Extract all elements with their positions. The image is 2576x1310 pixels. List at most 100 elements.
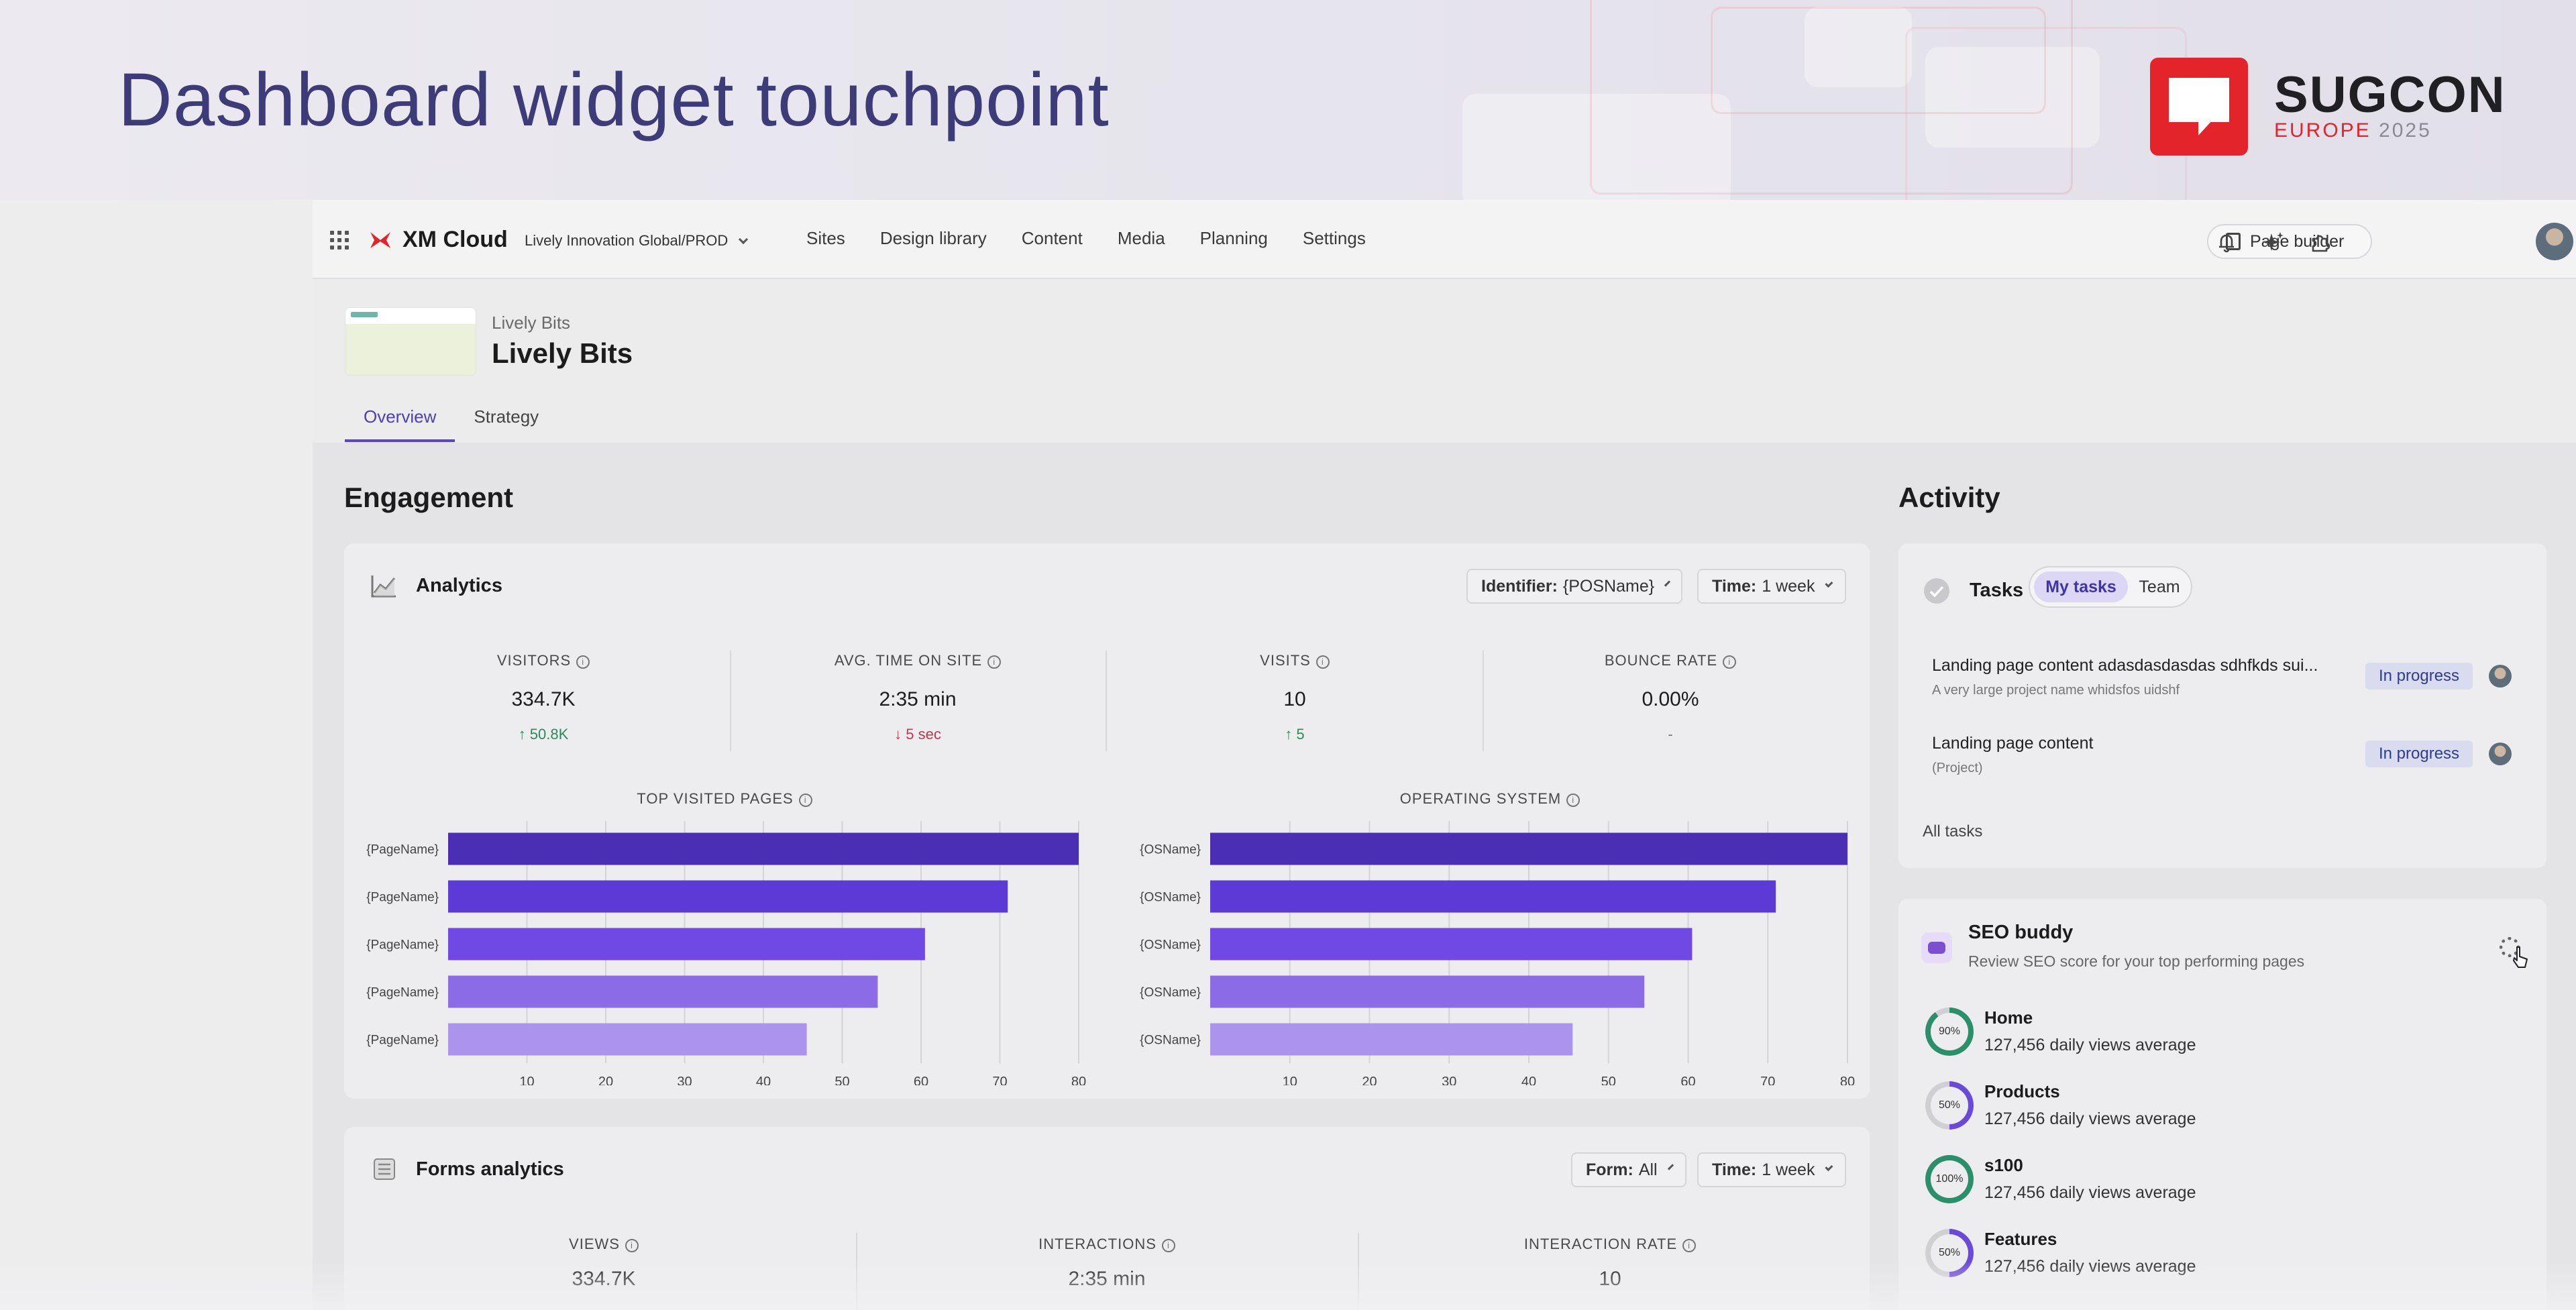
metric-bounce-rate: BOUNCE RATE i 0.00% - (1503, 652, 1838, 743)
divider (856, 1233, 857, 1310)
bell-icon[interactable] (2215, 231, 2238, 254)
slide-header: Dashboard widget touchpoint SUGCON EUROP… (0, 0, 2576, 200)
my-tasks-toggle[interactable]: My tasks (2034, 571, 2128, 602)
seo-buddy-subtitle: Review SEO score for your top performing… (1968, 952, 2305, 970)
metric-interaction-rate: INTERACTION RATE i 10 (1382, 1236, 1838, 1291)
x-tick-label: 10 (1283, 1075, 1297, 1085)
time-select[interactable]: Time: 1 week (1697, 569, 1846, 604)
info-icon[interactable]: i (798, 794, 812, 807)
list-icon (374, 1158, 395, 1180)
bar (448, 832, 1079, 865)
decoration (1905, 27, 2187, 200)
category-label: {OSName} (1140, 938, 1201, 952)
bar (1210, 832, 1847, 865)
x-tick-label: 70 (992, 1075, 1007, 1085)
seo-page-name: Features (1984, 1229, 2057, 1249)
info-icon[interactable]: i (1723, 655, 1737, 669)
tasks-scope-toggle: My tasks Team (2029, 566, 2192, 608)
divider (1358, 1233, 1359, 1310)
operating-system-chart: OPERATING SYSTEM i 10 20 30 40 50 60 70 80 {OSNam… (1124, 790, 1856, 1085)
breadcrumb[interactable]: Lively Bits (492, 313, 571, 333)
metric-interactions: INTERACTIONS i 2:35 min (879, 1236, 1335, 1291)
bar (1210, 1023, 1573, 1056)
bar (1210, 975, 1645, 1008)
nav-planning[interactable]: Planning (1199, 228, 1268, 248)
x-tick-label: 40 (1521, 1075, 1536, 1085)
top-visited-pages-chart: TOP VISITED PAGES i 10 20 30 40 50 60 70 80 {Page… (362, 790, 1087, 1085)
sugcon-name: SUGCON (2274, 66, 2506, 123)
x-tick-label: 20 (1362, 1075, 1377, 1085)
identifier-select[interactable]: Identifier: {POSName} (1466, 569, 1682, 604)
nav-settings[interactable]: Settings (1302, 228, 1366, 248)
check-circle-icon (1924, 578, 1949, 604)
assignee-avatar (2489, 665, 2512, 688)
seo-page-name: Home (1984, 1007, 2033, 1028)
seo-buddy-title: SEO buddy (1968, 922, 2074, 943)
category-label: {OSName} (1140, 986, 1201, 1000)
category-label: {OSName} (1140, 843, 1201, 857)
status-badge: In progress (2365, 741, 2473, 767)
info-icon[interactable]: i (1161, 1239, 1175, 1252)
task-title[interactable]: Landing page content (1932, 734, 2094, 753)
tenant-selector[interactable]: Lively Innovation Global/PROD (525, 232, 749, 250)
sparkle-icon[interactable] (2262, 231, 2285, 254)
x-tick-label: 80 (1071, 1075, 1086, 1085)
forms-analytics-title: Forms analytics (416, 1158, 564, 1180)
chevron-down-icon (1667, 1164, 1674, 1170)
seo-page-views: 127,456 daily views average (1984, 1109, 2196, 1128)
decoration (1462, 94, 1731, 200)
bar (448, 880, 1008, 913)
info-icon[interactable]: i (625, 1239, 639, 1252)
x-tick-label: 40 (756, 1075, 771, 1085)
info-icon[interactable]: i (1682, 1239, 1697, 1252)
chart-plot: 10 20 30 40 50 60 70 80 {PageName} {PageName} {Pag… (366, 821, 1086, 1085)
assignee-avatar (2489, 743, 2512, 765)
info-icon[interactable]: i (576, 655, 590, 669)
site-logo-icon (351, 312, 378, 317)
info-icon[interactable]: i (1316, 655, 1330, 669)
nav-media[interactable]: Media (1117, 228, 1165, 248)
x-tick-label: 60 (1680, 1075, 1695, 1085)
tab-overview[interactable]: Overview (345, 401, 455, 442)
chevron-down-icon (1825, 1163, 1833, 1171)
all-tasks-link[interactable]: All tasks (1923, 822, 1983, 840)
robot-icon (1921, 932, 1952, 963)
main-nav: Sites Design library Content Media Plann… (806, 228, 1366, 249)
bar (1210, 928, 1693, 961)
forms-time-select[interactable]: Time: 1 week (1697, 1152, 1846, 1187)
x-tick-label: 30 (677, 1075, 692, 1085)
seo-page-views: 127,456 daily views average (1984, 1036, 2196, 1054)
info-icon[interactable]: i (987, 655, 1002, 669)
site-title: Lively Bits (492, 337, 633, 369)
nav-sites[interactable]: Sites (806, 228, 845, 248)
decoration (1925, 47, 2100, 148)
bar (1210, 880, 1776, 913)
team-toggle[interactable]: Team (2139, 577, 2180, 596)
site-tabs: Overview Strategy (345, 401, 557, 442)
task-title[interactable]: Landing page content adasdasdasdas sdhfk… (1932, 656, 2318, 675)
info-icon[interactable]: i (1566, 794, 1580, 807)
x-tick-label: 80 (1840, 1075, 1855, 1085)
extensions-icon[interactable] (2309, 231, 2332, 254)
app-switcher-icon[interactable] (330, 231, 349, 250)
divider (730, 651, 731, 751)
sugcon-logo-icon (2150, 58, 2248, 156)
page-builder-button[interactable]: Page builder (2207, 224, 2372, 259)
nav-content[interactable]: Content (1021, 228, 1083, 248)
form-select[interactable]: Form: All (1571, 1152, 1686, 1187)
chevron-down-icon (1664, 580, 1671, 587)
tasks-title: Tasks (1970, 580, 2024, 601)
top-navigation: XM Cloud Lively Innovation Global/PROD S… (313, 200, 2576, 279)
chart-plot: 10 20 30 40 50 60 70 80 {OSName} {OSName} {OSName}… (1140, 821, 1855, 1085)
site-thumbnail (345, 307, 476, 376)
nav-design-library[interactable]: Design library (879, 228, 987, 248)
x-tick-label: 50 (1601, 1075, 1616, 1085)
analytics-chart-icon (371, 576, 396, 598)
x-tick-label: 30 (1442, 1075, 1456, 1085)
x-tick-label: 70 (1760, 1075, 1775, 1085)
user-avatar[interactable] (2536, 223, 2573, 260)
metric-visits: VISITS i 10 ↑ 5 (1127, 652, 1462, 743)
engagement-title: Engagement (344, 482, 514, 513)
bar (448, 975, 878, 1008)
tab-strategy[interactable]: Strategy (474, 406, 539, 427)
